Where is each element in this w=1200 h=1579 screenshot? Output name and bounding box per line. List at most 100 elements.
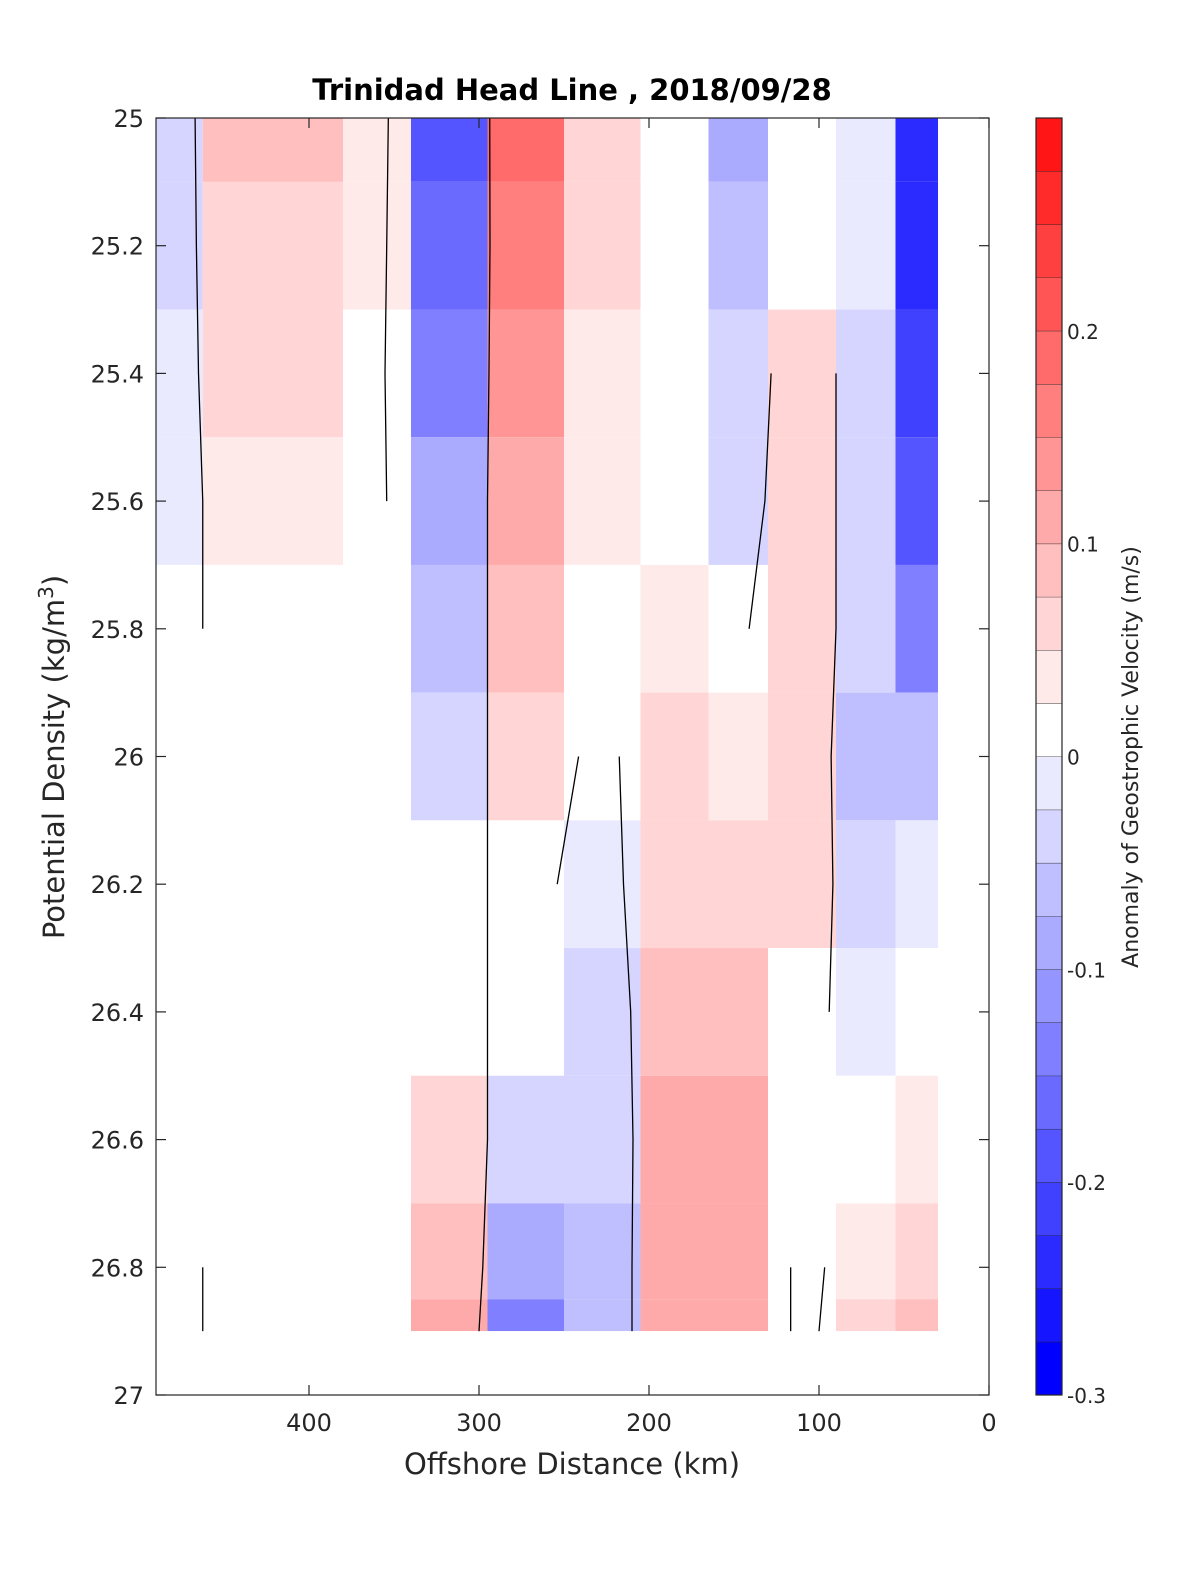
y-tick-label: 25 xyxy=(113,105,144,133)
velocity-cell xyxy=(768,1075,836,1204)
velocity-cell xyxy=(411,118,488,182)
velocity-cell xyxy=(411,1203,488,1300)
y-tick-label: 26.8 xyxy=(91,1254,144,1282)
velocity-cell xyxy=(768,1299,836,1332)
velocity-cell xyxy=(343,692,411,821)
velocity-cell xyxy=(275,309,343,438)
velocity-cell xyxy=(487,1075,564,1204)
velocity-cell xyxy=(895,1299,938,1332)
colorbar-segment xyxy=(1036,543,1062,597)
velocity-cell xyxy=(487,820,564,949)
colorbar-segment xyxy=(1036,1288,1062,1342)
x-axis-label: Offshore Distance (km) xyxy=(404,1447,740,1481)
velocity-cell xyxy=(640,309,709,438)
velocity-cell xyxy=(411,692,488,821)
zero-contour-line xyxy=(384,117,389,502)
velocity-cell xyxy=(708,1299,768,1332)
colorbar-segment xyxy=(1036,171,1062,225)
velocity-cell xyxy=(768,118,836,182)
velocity-cell xyxy=(895,1203,938,1300)
y-tick-label: 25.6 xyxy=(91,488,144,516)
velocity-cell xyxy=(202,1299,275,1332)
velocity-cell xyxy=(487,437,564,565)
velocity-cell xyxy=(564,1203,641,1300)
velocity-cell xyxy=(895,564,938,693)
velocity-cell xyxy=(343,437,411,565)
velocity-cell xyxy=(202,692,275,821)
velocity-cell xyxy=(564,118,641,182)
colorbar-segment xyxy=(1036,596,1062,651)
velocity-cell xyxy=(411,181,488,310)
zero-contour-line xyxy=(556,756,580,885)
colorbar-tick-label: 0.1 xyxy=(1067,533,1099,557)
velocity-cell xyxy=(564,181,641,310)
velocity-cell xyxy=(275,948,343,1076)
velocity-cell xyxy=(202,1075,275,1204)
velocity-cell xyxy=(275,1299,343,1332)
velocity-cell xyxy=(768,564,836,693)
velocity-cell xyxy=(768,692,836,821)
zero-contour-line xyxy=(818,1267,826,1332)
velocity-cell xyxy=(275,437,343,565)
colorbar-segment xyxy=(1036,1075,1062,1129)
chart-title: Trinidad Head Line , 2018/09/28 xyxy=(312,73,832,107)
velocity-cell xyxy=(708,118,768,182)
velocity-cell xyxy=(411,1299,488,1332)
y-axis-ticks: 25 25.2 25.4 25.6 25.8 26 26.2 26.4 26.6 26.8 27 xyxy=(91,105,989,1410)
x-tick-label: 200 xyxy=(626,1409,672,1437)
velocity-cell xyxy=(487,309,564,438)
colorbar-segment xyxy=(1036,1341,1062,1395)
colorbar-segment xyxy=(1036,703,1062,757)
velocity-cell xyxy=(343,309,411,438)
velocity-cell xyxy=(343,564,411,693)
velocity-cell xyxy=(640,1075,709,1204)
velocity-cell xyxy=(836,118,896,182)
velocity-cell xyxy=(564,692,641,821)
velocity-cell xyxy=(411,564,488,693)
velocity-cell xyxy=(487,564,564,693)
velocity-cell xyxy=(202,820,275,949)
velocity-cell xyxy=(275,1203,343,1300)
colorbar-segment xyxy=(1036,756,1062,810)
velocity-cell xyxy=(202,118,275,182)
velocity-cell xyxy=(564,820,641,949)
velocity-cell xyxy=(640,181,709,310)
zero-contours xyxy=(194,117,837,1332)
velocity-cell xyxy=(708,437,768,565)
velocity-cell xyxy=(343,948,411,1076)
y-axis-label-close: ) xyxy=(37,575,71,586)
velocity-cell xyxy=(343,118,411,182)
zero-contour-line xyxy=(618,756,634,1332)
velocity-cell xyxy=(895,118,938,182)
colorbar: -0.3 -0.2 -0.1 0 0.1 0.2 xyxy=(1035,117,1106,1408)
velocity-cell xyxy=(411,309,488,438)
velocity-cell xyxy=(768,948,836,1076)
velocity-cell xyxy=(768,1203,836,1300)
velocity-cell xyxy=(708,309,768,438)
zero-contour-line xyxy=(478,117,491,1332)
colorbar-segment xyxy=(1036,437,1062,491)
colorbar-segment xyxy=(1036,224,1062,278)
velocity-cell xyxy=(640,820,709,949)
zero-contour-line xyxy=(828,373,837,1012)
colorbar-segment xyxy=(1036,1128,1062,1183)
velocity-cell xyxy=(411,1075,488,1204)
zero-contour-line xyxy=(194,117,204,629)
velocity-cell xyxy=(836,564,896,693)
velocity-field xyxy=(156,118,989,1395)
velocity-cell xyxy=(640,564,709,693)
colorbar-segment xyxy=(1036,1182,1062,1236)
velocity-cell xyxy=(768,309,836,438)
velocity-cell xyxy=(564,1075,641,1204)
colorbar-segment xyxy=(1036,809,1062,863)
zero-contour-line xyxy=(748,373,772,629)
velocity-cell xyxy=(708,1075,768,1204)
colorbar-segment xyxy=(1036,650,1062,704)
y-axis-label-main: Potential Density (kg/m xyxy=(37,599,71,939)
velocity-cell xyxy=(202,564,275,693)
velocity-cell xyxy=(564,948,641,1076)
velocity-cell xyxy=(708,692,768,821)
y-tick-label: 25.4 xyxy=(91,360,144,388)
